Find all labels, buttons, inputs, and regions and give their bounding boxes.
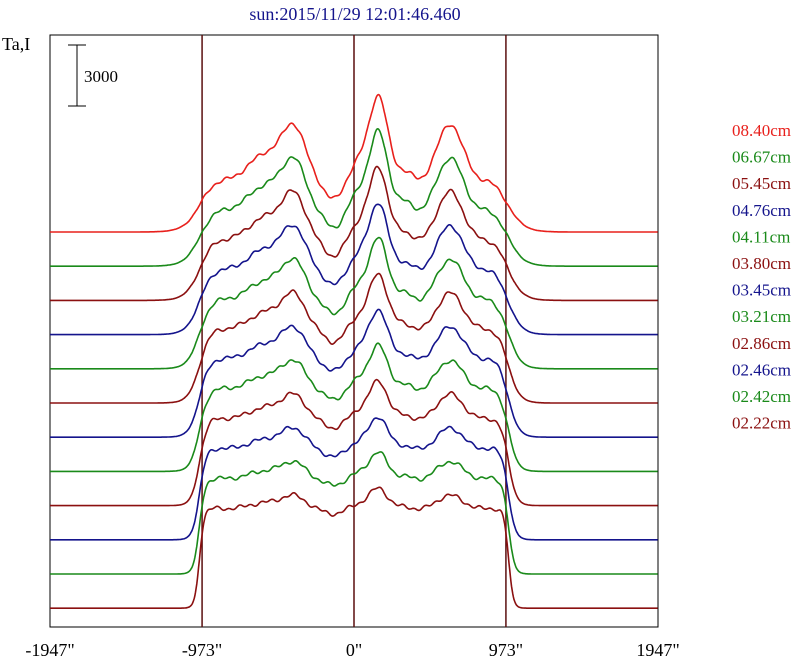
x-tick-label: 973" xyxy=(489,640,523,660)
legend-entry: 03.21cm xyxy=(732,307,791,326)
series-line xyxy=(50,342,658,473)
legend-entry: 06.67cm xyxy=(732,148,791,167)
series-line xyxy=(50,236,658,370)
series-line xyxy=(50,308,658,438)
series-line xyxy=(50,127,658,267)
series-line xyxy=(50,417,658,541)
x-tick-label: 1947" xyxy=(636,640,679,660)
legend-entry: 02.22cm xyxy=(732,414,791,433)
x-tick-label: -1947" xyxy=(25,640,74,660)
legend-entry: 03.80cm xyxy=(732,254,791,273)
legend-entry: 02.42cm xyxy=(732,387,791,406)
legend-entry: 05.45cm xyxy=(732,174,791,193)
legend-entry: 04.11cm xyxy=(732,227,790,246)
series-line xyxy=(50,272,658,404)
series-line xyxy=(50,165,658,302)
y-axis-label: Ta,I xyxy=(2,34,30,54)
series-line xyxy=(50,486,658,609)
x-tick-label: -973" xyxy=(182,640,222,660)
legend-entry: 02.46cm xyxy=(732,360,791,379)
legend-entry: 08.40cm xyxy=(732,121,791,140)
series-line xyxy=(50,203,658,336)
scale-bar-label: 3000 xyxy=(84,67,118,86)
legend-entry: 04.76cm xyxy=(732,201,791,220)
legend-entry: 02.86cm xyxy=(732,334,791,353)
series-line xyxy=(50,93,658,233)
x-tick-label: 0" xyxy=(346,640,362,660)
legend-entry: 03.45cm xyxy=(732,281,791,300)
series-line xyxy=(50,451,658,575)
scale-bar: 3000 xyxy=(68,44,118,107)
series-line xyxy=(50,378,658,507)
chart-title: sun:2015/11/29 12:01:46.460 xyxy=(249,4,460,24)
